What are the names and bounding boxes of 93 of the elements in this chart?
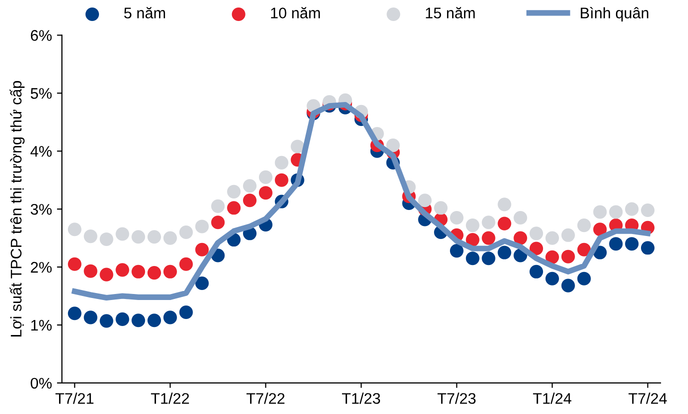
point — [625, 202, 639, 216]
point — [530, 242, 544, 256]
point — [147, 314, 162, 328]
point — [132, 264, 146, 278]
point — [530, 264, 544, 278]
point — [450, 210, 464, 225]
point — [195, 242, 209, 256]
point — [466, 218, 480, 232]
point — [498, 246, 512, 260]
point — [147, 266, 162, 280]
point — [450, 244, 464, 258]
x-tick-label: T1/22 — [150, 392, 189, 404]
x-tick-label: T7/23 — [438, 392, 476, 404]
point — [466, 252, 480, 266]
point — [68, 222, 82, 236]
point — [290, 140, 304, 154]
point — [274, 156, 288, 170]
point — [258, 186, 272, 200]
point — [545, 272, 559, 286]
point — [163, 231, 177, 245]
point — [625, 237, 639, 251]
point — [147, 230, 162, 244]
point — [84, 230, 98, 244]
point — [116, 227, 130, 241]
point — [100, 268, 114, 282]
y-tick-label: 3% — [30, 204, 52, 215]
point — [84, 264, 98, 278]
y-tick-label: 5% — [30, 88, 52, 99]
point — [195, 220, 209, 234]
x-tick-label: T7/24 — [628, 392, 667, 404]
y-tick-label: 1% — [31, 320, 52, 331]
point — [100, 314, 114, 328]
point — [498, 216, 512, 230]
point — [482, 252, 496, 266]
point — [116, 263, 130, 277]
point — [84, 310, 98, 324]
legend-label: 5 năm — [124, 7, 166, 18]
y-tick-label: 4% — [30, 146, 52, 157]
legend-label: 10 năm — [271, 7, 320, 18]
y-axis-title: Lợi suất TPCP trên thị trường thứ cấp — [10, 81, 25, 336]
point — [163, 264, 177, 278]
point — [274, 173, 288, 187]
point — [179, 305, 193, 320]
y-tick-label: 0% — [30, 378, 52, 389]
point — [179, 257, 193, 271]
legend-label: 15 năm — [426, 7, 475, 18]
point — [545, 250, 559, 264]
point — [609, 205, 623, 219]
point — [530, 226, 544, 240]
x-tick-label: T1/24 — [533, 392, 572, 404]
y-tick-label: 6% — [30, 30, 52, 41]
x-tick-label: T7/22 — [246, 392, 284, 404]
point — [561, 228, 575, 242]
point — [482, 231, 496, 245]
point — [545, 231, 559, 245]
point — [418, 194, 432, 208]
point — [561, 250, 575, 264]
point — [577, 218, 591, 232]
point — [132, 230, 146, 244]
legend-label: Bình quân — [580, 7, 648, 22]
point — [258, 170, 272, 184]
point — [227, 201, 241, 215]
point — [116, 312, 130, 326]
x-tick-label: T7/21 — [55, 392, 94, 404]
point — [100, 232, 114, 246]
point — [640, 241, 655, 255]
point — [386, 138, 400, 152]
point — [466, 233, 480, 247]
point — [514, 231, 528, 245]
point — [163, 310, 177, 324]
point — [179, 225, 193, 240]
x-tick-label: T1/23 — [342, 392, 380, 404]
point — [434, 201, 448, 215]
point — [498, 198, 512, 212]
point — [132, 314, 146, 328]
point — [211, 216, 225, 230]
point — [195, 276, 209, 290]
point — [482, 216, 496, 230]
point — [514, 210, 528, 225]
point — [227, 184, 241, 198]
point — [211, 199, 225, 213]
point — [68, 306, 82, 320]
point — [577, 272, 591, 286]
point — [593, 222, 607, 236]
point — [242, 179, 257, 193]
point — [609, 237, 623, 251]
point — [577, 242, 591, 256]
y-tick-label: 2% — [30, 262, 52, 273]
point — [68, 257, 82, 271]
point — [242, 194, 257, 208]
point — [593, 205, 607, 219]
point — [640, 203, 655, 217]
point — [561, 278, 575, 292]
